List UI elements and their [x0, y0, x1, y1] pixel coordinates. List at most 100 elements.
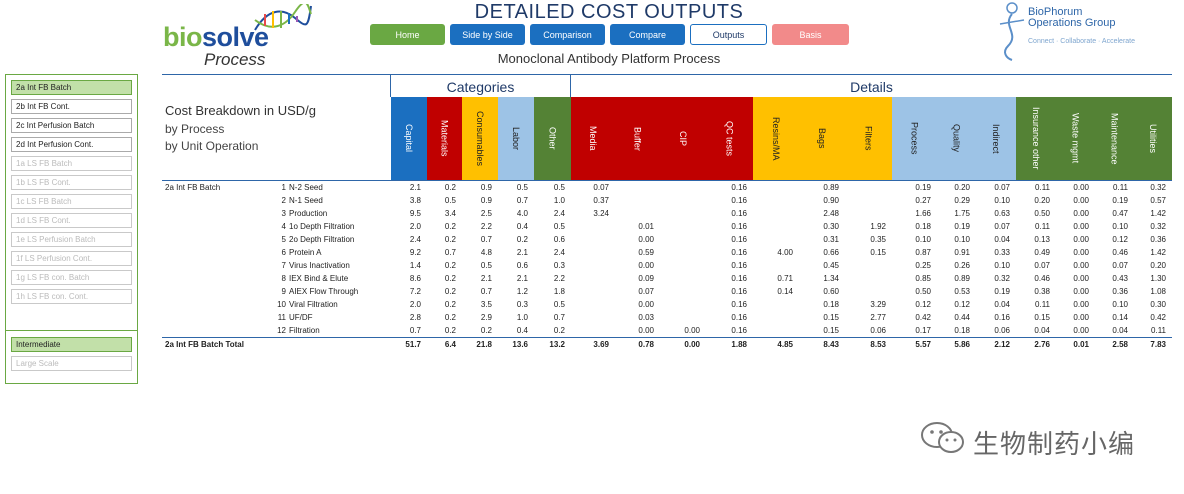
column-header-label: Consumables — [475, 110, 485, 167]
sidebar-scale-item[interactable]: Intermediate — [11, 337, 132, 352]
table-cell: 0.91 — [954, 248, 970, 257]
sidebar-process-item[interactable]: 1e LS Perfusion Batch — [11, 232, 132, 247]
table-row: 9 AIEX Flow Through 7.2 0.2 0.7 1.2 1.8 0.07 0.1… — [162, 285, 1172, 298]
table-cell: 0.03 — [638, 313, 654, 322]
table-cell: 0.30 — [823, 222, 839, 231]
table-cell: 0.11 — [1035, 300, 1050, 309]
partner-name-1: BioPhorum — [1028, 6, 1083, 18]
row-number: 3 — [281, 209, 286, 218]
table-cell: 1.88 — [731, 340, 747, 349]
side-by-side-button[interactable]: Side by Side — [450, 24, 525, 45]
table-cell: 0.33 — [994, 248, 1010, 257]
outputs-button[interactable]: Outputs — [690, 24, 767, 45]
table-cell: 0.78 — [638, 340, 654, 349]
watermark: 生物制药小编 — [920, 420, 1160, 460]
column-header: Materials — [427, 97, 462, 180]
row-operation: Viral Filtration — [289, 300, 338, 309]
column-header: Utilities — [1134, 97, 1172, 180]
table-cell — [660, 181, 700, 194]
sidebar-scale-item[interactable]: Large Scale — [11, 356, 132, 371]
table-cell: 0.66 — [823, 248, 839, 257]
table-cell: 0.5 — [553, 183, 565, 192]
table-cell: 0.00 — [1073, 274, 1089, 283]
column-header-label: Labor — [511, 126, 521, 151]
table-cell: 0.44 — [954, 313, 970, 322]
column-header: Media — [571, 97, 615, 180]
table-cell — [753, 233, 793, 246]
sidebar-process-item[interactable]: 2b Int FB Cont. — [11, 99, 132, 114]
table-cell: 0.4 — [516, 326, 528, 335]
dna-helix-icon — [254, 4, 312, 31]
row-operation: UF/DF — [289, 313, 313, 322]
table-cell: 0.63 — [994, 209, 1010, 218]
row-number: 10 — [277, 300, 286, 309]
basis-button[interactable]: Basis — [772, 24, 849, 45]
table-cell: 0.25 — [915, 261, 931, 270]
row-number: 11 — [277, 313, 286, 322]
sidebar-process-item[interactable]: 1g LS FB con. Batch — [11, 270, 132, 285]
table-cell: 0.5 — [480, 261, 492, 270]
sidebar-process-item[interactable]: 2c Int Perfusion Batch — [11, 118, 132, 133]
table-cell: 0.07 — [638, 287, 654, 296]
table-cell: 1.0 — [516, 313, 528, 322]
table-cell — [571, 298, 609, 311]
sidebar-process-item[interactable]: 2a Int FB Batch — [11, 80, 132, 95]
table-cell: 0.13 — [1034, 235, 1050, 244]
table-cell: 0.06 — [870, 326, 886, 335]
table-cell: 0.15 — [823, 313, 839, 322]
table-cell: 2.2 — [553, 274, 565, 283]
column-header: Bags — [799, 97, 845, 180]
table-cell: 2.0 — [409, 300, 421, 309]
details-title: Details — [850, 79, 893, 95]
table-cell — [845, 181, 886, 194]
table-cell: 9.2 — [409, 248, 421, 257]
watermark-text: 生物制药小编 — [973, 429, 1136, 459]
table-cell — [845, 272, 886, 285]
table-cell: 0.16 — [731, 235, 747, 244]
row-number: 1 — [281, 183, 286, 192]
table-cell — [753, 194, 793, 207]
table-total-row: 2a Int FB Batch Total 51.7 6.4 21.8 13.6 13.2… — [162, 338, 1172, 351]
table-cell — [571, 272, 609, 285]
table-cell: 1.08 — [1150, 287, 1166, 296]
partner-tagline: Connect · Collaborate · Accelerate — [1028, 38, 1135, 45]
sidebar-process-item[interactable]: 1b LS FB Cont. — [11, 175, 132, 190]
biosolve-logo: biosolve Process — [163, 4, 312, 69]
table-cell: 3.5 — [480, 300, 492, 309]
table-cell: 0.71 — [777, 274, 793, 283]
row-operation: N-2 Seed — [289, 183, 323, 192]
sidebar-divider — [6, 330, 137, 331]
sidebar-process-item[interactable]: 1h LS FB con. Cont. — [11, 289, 132, 304]
table-cell: 0.10 — [954, 235, 970, 244]
table-cell: 0.57 — [1150, 196, 1166, 205]
brand-process: Process — [204, 50, 266, 69]
table-cell: 2.1 — [409, 183, 421, 192]
page-title: DETAILED COST OUTPUTS — [474, 1, 744, 23]
table-cell: 0.47 — [1112, 209, 1128, 218]
by-unit-operation-label: by Unit Operation — [165, 139, 259, 153]
sidebar-process-item[interactable]: 1f LS Perfusion Cont. — [11, 251, 132, 266]
table-cell: 0.4 — [516, 222, 528, 231]
sidebar-process-item[interactable]: 1d LS FB Cont. — [11, 213, 132, 228]
table-cell — [753, 324, 793, 337]
table-cell: 5.86 — [954, 340, 970, 349]
table-row: 8 IEX Bind & Elute 8.6 0.2 2.1 2.1 2.2 0.09 0.16… — [162, 272, 1172, 285]
table-cell: 0.5 — [516, 183, 528, 192]
sidebar-process-item[interactable]: 2d Int Perfusion Cont. — [11, 137, 132, 152]
table-cell: 0.00 — [1073, 235, 1089, 244]
table-cell: 0.90 — [823, 196, 839, 205]
table-cell: 4.8 — [480, 248, 492, 257]
table-cell: 2.9 — [480, 313, 492, 322]
table-cell: 0.01 — [1073, 340, 1089, 349]
row-number: 9 — [281, 287, 286, 296]
table-cell: 0.16 — [731, 300, 747, 309]
home-button[interactable]: Home — [370, 24, 445, 45]
comparison-button[interactable]: Comparison — [530, 24, 605, 45]
column-header: Other — [534, 97, 571, 180]
table-cell: 0.6 — [553, 235, 565, 244]
table-cell: 0.16 — [731, 326, 747, 335]
sidebar-process-item[interactable]: 1c LS FB Batch — [11, 194, 132, 209]
sidebar-process-item[interactable]: 1a LS FB Batch — [11, 156, 132, 171]
table-cell — [660, 194, 700, 207]
compare-button[interactable]: Compare — [610, 24, 685, 45]
